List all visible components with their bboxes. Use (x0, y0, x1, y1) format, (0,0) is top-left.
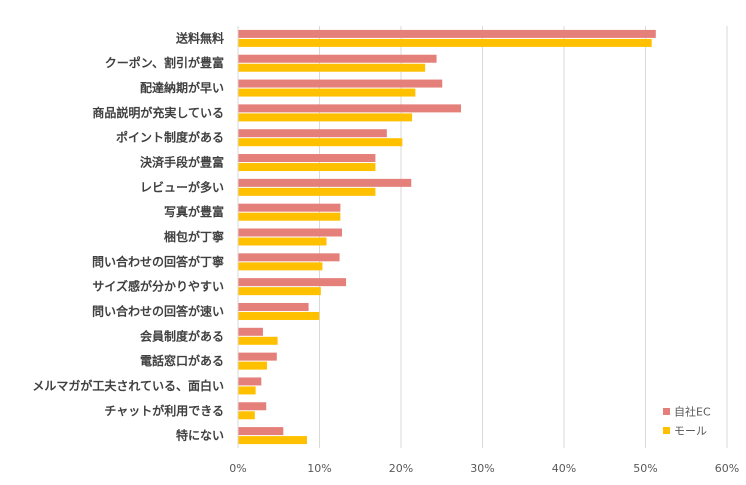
bar-own-ec (238, 54, 437, 63)
bar-mall (238, 163, 376, 172)
bars (238, 29, 656, 445)
x-tick-label: 10% (307, 462, 331, 475)
bar-own-ec (238, 427, 284, 436)
bar-own-ec (238, 327, 263, 336)
bar-own-ec (238, 79, 443, 88)
x-tick-label: 50% (633, 462, 657, 475)
x-tick-label: 30% (470, 462, 494, 475)
bar-mall (238, 262, 323, 271)
bar-own-ec (238, 402, 267, 411)
category-label: 決済手段が豊富 (140, 155, 224, 170)
bar-mall (238, 138, 403, 147)
category-label: 問い合わせの回答が速い (92, 303, 224, 318)
bar-own-ec (238, 29, 656, 38)
x-tick-label: 60% (715, 462, 739, 475)
bar-own-ec (238, 104, 461, 113)
bar-own-ec (238, 302, 309, 311)
legend-swatch (663, 408, 670, 415)
category-label: 梱包が丁寧 (164, 229, 224, 244)
bar-own-ec (238, 129, 387, 138)
legend-label: 自社EC (674, 405, 711, 419)
category-label: 電話窓口がある (140, 353, 224, 368)
legend-swatch (663, 427, 670, 434)
bar-mall (238, 311, 320, 320)
bar-mall (238, 212, 341, 221)
bar-own-ec (238, 253, 340, 262)
category-label: 会員制度がある (140, 328, 224, 343)
bar-own-ec (238, 377, 262, 386)
bar-mall (238, 237, 327, 246)
category-label: 送料無料 (175, 30, 224, 45)
category-label: レビューが多い (140, 179, 224, 194)
category-label: ポイント制度がある (116, 130, 224, 145)
legend: 自社EC モール (663, 405, 711, 438)
category-label: 商品説明が充実している (92, 105, 224, 120)
bar-mall (238, 113, 413, 122)
bar-mall (238, 436, 307, 445)
category-label: サイズ感が分かりやすい (92, 279, 224, 294)
category-label: 問い合わせの回答が丁寧 (92, 254, 224, 269)
category-label: 特にない (176, 428, 224, 443)
x-tick-label: 0% (229, 462, 246, 475)
bar-mall (238, 287, 321, 296)
legend-label: モール (674, 425, 707, 438)
category-label: 写真が豊富 (164, 204, 224, 219)
bar-mall (238, 386, 256, 395)
bar-own-ec (238, 352, 277, 361)
bar-mall (238, 411, 255, 420)
bar-own-ec (238, 278, 347, 287)
category-label: メルマガが工夫されている、面白い (32, 378, 224, 393)
bar-mall (238, 63, 426, 72)
bar-mall (238, 336, 278, 345)
x-tick-label: 20% (389, 462, 413, 475)
x-tick-label: 40% (552, 462, 576, 475)
category-labels: 送料無料クーポン、割引が豊富配達納期が早い商品説明が充実しているポイント制度があ… (32, 30, 224, 442)
bar-mall (238, 187, 376, 196)
category-label: チャットが利用できる (104, 403, 224, 418)
bar-mall (238, 88, 416, 97)
bar-own-ec (238, 178, 412, 187)
x-axis-tick-labels: 0% 10% 20% 30% 40% 50% 60% (229, 462, 739, 475)
bar-own-ec (238, 228, 343, 237)
bar-own-ec (238, 203, 341, 212)
bar-own-ec (238, 154, 376, 163)
category-label: 配達納期が早い (140, 80, 224, 95)
category-label: クーポン、割引が豊富 (105, 55, 224, 70)
bar-mall (238, 38, 652, 47)
bar-mall (238, 361, 268, 370)
